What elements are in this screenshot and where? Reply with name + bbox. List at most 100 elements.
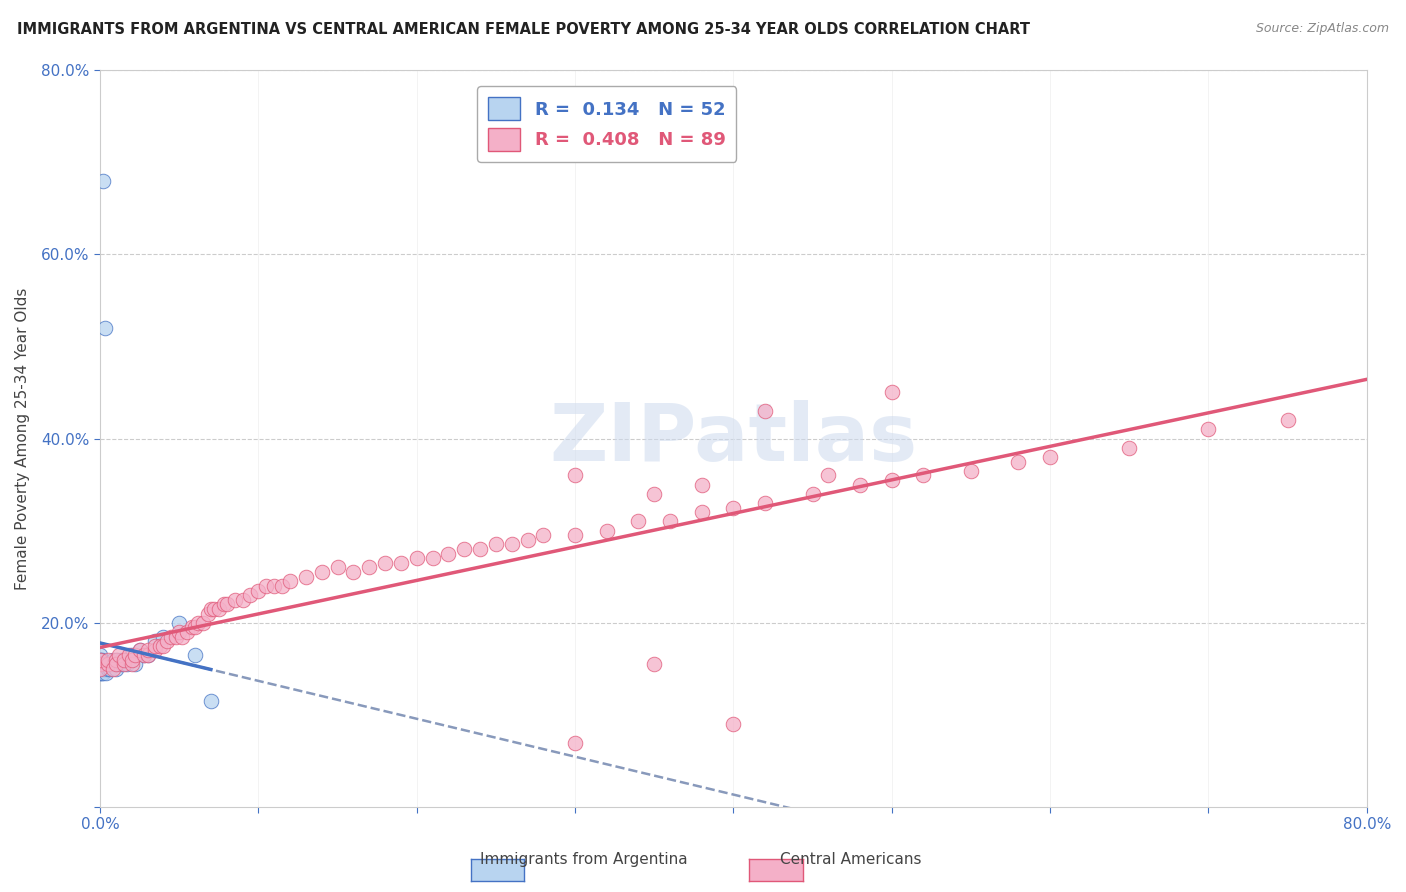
Point [191,615,214,630]
Point [89,657,111,672]
Point [1198,422,1220,436]
Point [254,579,277,593]
Point [564,735,586,749]
Point [89,662,111,676]
Point [1007,454,1029,468]
Point [167,624,190,639]
Point [723,717,745,731]
Y-axis label: Female Poverty Among 25-34 Year Olds: Female Poverty Among 25-34 Year Olds [15,287,30,590]
Point [184,620,207,634]
Text: Central Americans: Central Americans [780,852,921,867]
Point [91,657,114,672]
Point [247,583,270,598]
Point [152,630,174,644]
Point [89,662,111,676]
Point [531,528,554,542]
Point [128,643,150,657]
Point [754,496,776,510]
Point [145,639,167,653]
Point [112,652,135,666]
Point [690,477,713,491]
Point [136,648,159,662]
Point [295,570,318,584]
Point [155,634,177,648]
Point [90,652,112,666]
Point [172,630,194,644]
Point [89,648,111,662]
Point [960,464,983,478]
Point [121,652,143,666]
Point [149,639,172,653]
Point [94,657,117,672]
Point [97,657,120,672]
Point [627,515,650,529]
Point [104,662,127,676]
Point [101,652,124,666]
Point [91,666,114,681]
Point [690,505,713,519]
Point [90,657,112,672]
Point [90,657,112,672]
Point [453,542,475,557]
Point [112,652,135,666]
Point [100,657,122,672]
Point [152,639,174,653]
Point [232,592,254,607]
Point [817,468,839,483]
Point [145,634,167,648]
Point [134,648,156,662]
Point [121,648,143,662]
Point [94,657,117,672]
Point [311,565,333,579]
Point [239,588,262,602]
Point [89,657,111,672]
Point [596,524,619,538]
Point [97,662,120,676]
Point [96,666,118,681]
Point [754,404,776,418]
Point [89,666,111,681]
Point [121,657,143,672]
Point [89,666,111,681]
Point [98,657,121,672]
Point [468,542,491,557]
Point [104,657,127,672]
Point [101,662,124,676]
Point [208,602,231,616]
Text: Immigrants from Argentina: Immigrants from Argentina [479,852,688,867]
Point [564,468,586,483]
Point [110,652,132,666]
Point [659,515,682,529]
Text: Source: ZipAtlas.com: Source: ZipAtlas.com [1256,22,1389,36]
Point [89,657,111,672]
Point [104,657,127,672]
Point [134,648,156,662]
Point [1118,441,1140,455]
Point [326,560,349,574]
Point [96,657,118,672]
Point [91,662,114,676]
Point [437,547,460,561]
Point [112,657,135,672]
Point [160,630,183,644]
Point [115,657,138,672]
Point [643,487,665,501]
Point [180,620,202,634]
Point [801,487,824,501]
Point [97,652,120,666]
Point [184,648,207,662]
Point [117,648,139,662]
Point [90,666,112,681]
Point [167,615,190,630]
Point [422,551,444,566]
Point [98,662,121,676]
Point [516,533,538,547]
Point [1039,450,1062,464]
Point [128,643,150,657]
Point [389,556,412,570]
Point [97,657,120,672]
Legend: R =  0.134   N = 52, R =  0.408   N = 89: R = 0.134 N = 52, R = 0.408 N = 89 [477,87,737,161]
Point [359,560,381,574]
Point [271,579,294,593]
Point [278,574,301,589]
